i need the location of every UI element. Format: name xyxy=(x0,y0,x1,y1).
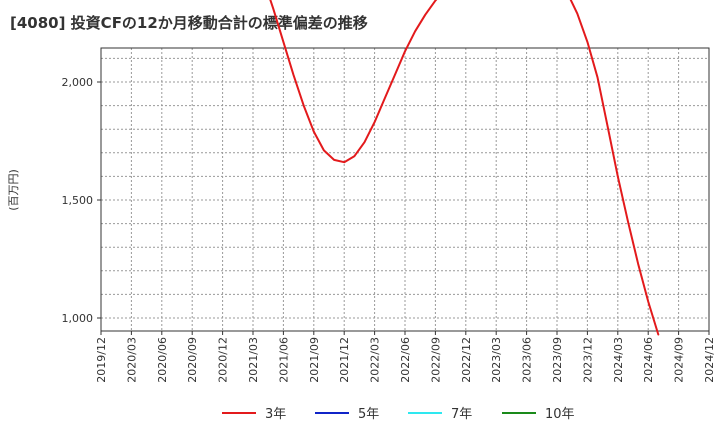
y-tick-label: 1,000 xyxy=(62,312,94,325)
x-tick-label: 2022/06 xyxy=(399,337,412,383)
x-tick-label: 2021/06 xyxy=(277,337,290,383)
x-tick-label: 2021/03 xyxy=(247,337,260,383)
series-lines xyxy=(269,0,660,336)
x-tick-label: 2022/09 xyxy=(429,337,442,383)
x-tick-label: 2024/03 xyxy=(612,337,625,383)
x-tick-label: 2023/12 xyxy=(581,337,594,383)
x-tick-label: 2019/12 xyxy=(95,337,108,383)
x-axis-ticks: 2019/12 2020/03 2020/06 2020/09 2020/12 2021/… xyxy=(95,331,716,383)
legend-label: 10年 xyxy=(545,407,575,422)
x-tick-label: 2020/03 xyxy=(125,337,138,383)
grid-lines xyxy=(101,48,710,331)
x-tick-label: 2023/03 xyxy=(490,337,503,383)
x-tick-label: 2020/12 xyxy=(217,337,230,383)
y-axis-label: (百万円) xyxy=(7,169,20,211)
x-tick-label: 2022/12 xyxy=(460,337,473,383)
legend: 3年 5年 7年 10年 xyxy=(222,407,575,422)
x-tick-label: 2024/12 xyxy=(703,337,716,383)
x-tick-label: 2022/03 xyxy=(369,337,382,383)
x-tick-label: 2020/06 xyxy=(156,337,169,383)
legend-label: 3年 xyxy=(265,407,286,422)
series-line xyxy=(269,0,660,336)
x-tick-label: 2021/12 xyxy=(338,337,351,383)
y-tick-label: 2,000 xyxy=(62,76,94,89)
x-tick-label: 2023/09 xyxy=(551,337,564,383)
x-tick-label: 2024/09 xyxy=(673,337,686,383)
y-tick-label: 1,500 xyxy=(62,194,94,207)
x-tick-label: 2020/09 xyxy=(186,337,199,383)
legend-label: 7年 xyxy=(451,407,472,422)
x-tick-label: 2023/06 xyxy=(521,337,534,383)
legend-label: 5年 xyxy=(358,407,379,422)
x-tick-label: 2024/06 xyxy=(642,337,655,383)
x-tick-label: 2021/09 xyxy=(308,337,321,383)
